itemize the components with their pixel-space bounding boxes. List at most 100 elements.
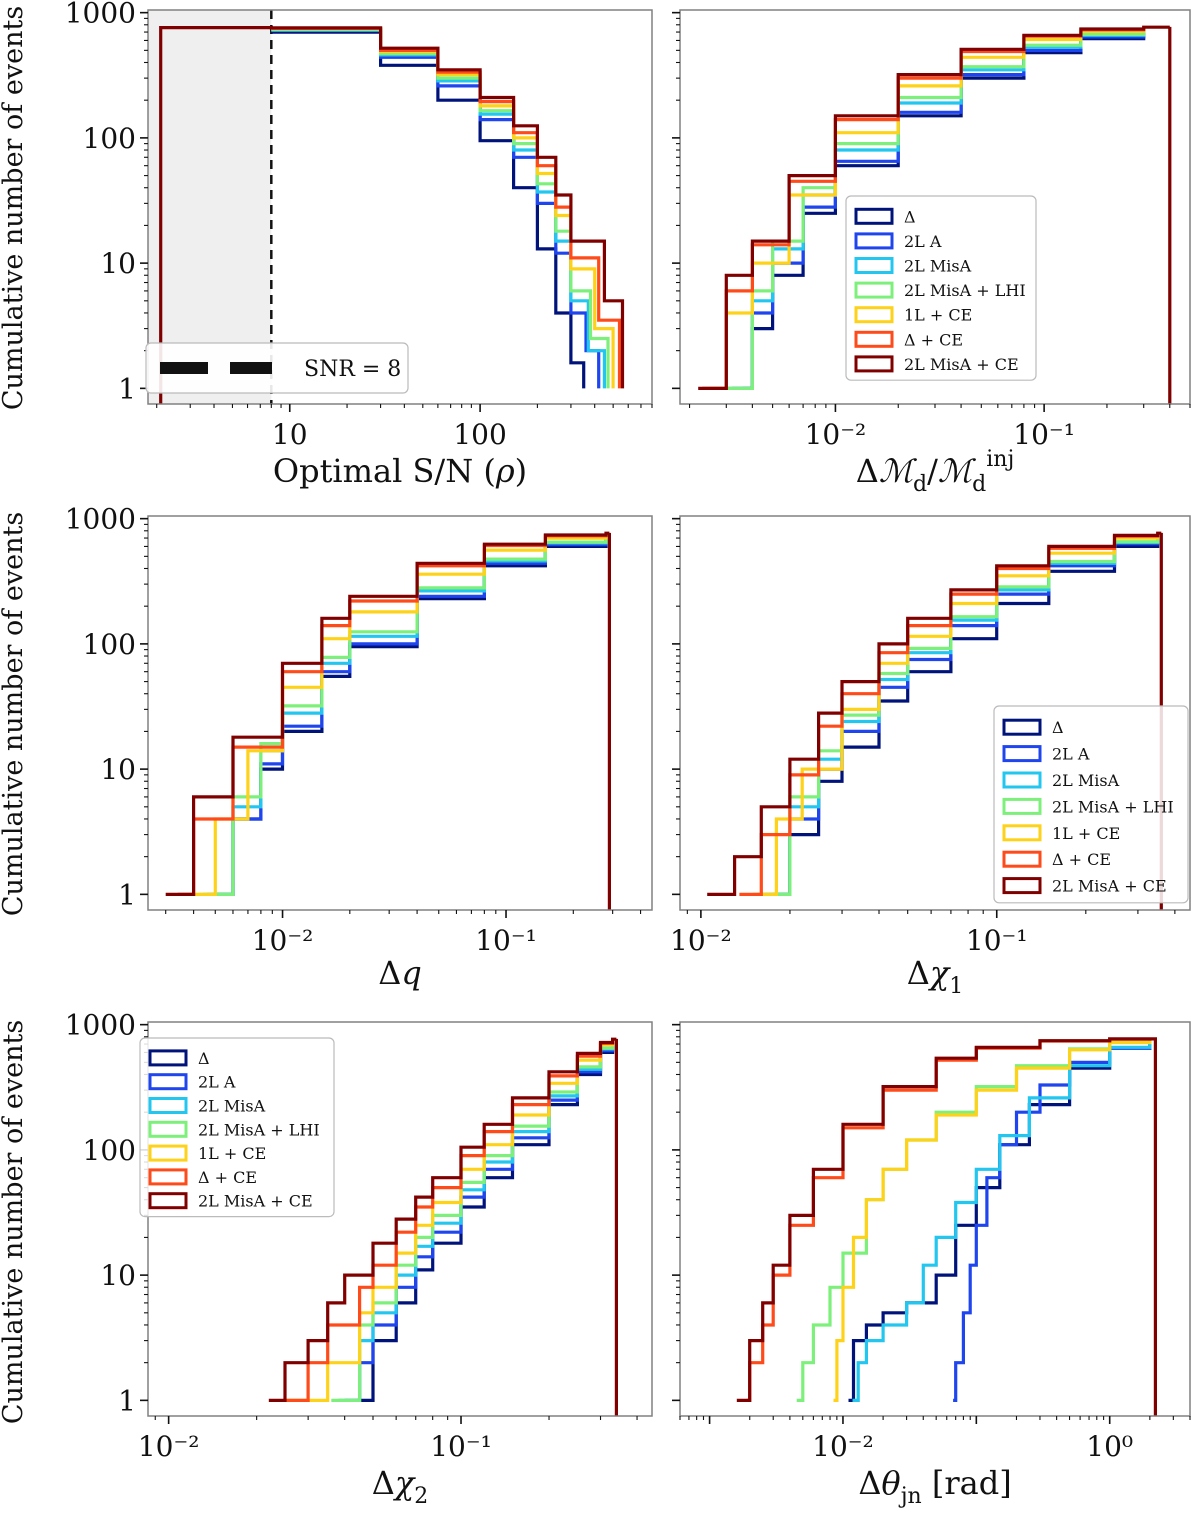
x-axis-label: Δθjn [rad] — [858, 1464, 1011, 1509]
series-group — [698, 25, 1172, 404]
series-line-2l-misa-ce — [268, 1037, 618, 1416]
y-tick-label: 10 — [100, 1259, 136, 1292]
legend-label: 2L MisA + LHI — [198, 1120, 320, 1139]
series-line-2l-a — [207, 538, 608, 896]
legend-swatch — [854, 281, 894, 299]
series-group — [159, 26, 625, 404]
x-tick-label: 10⁻² — [805, 418, 867, 451]
y-tick-label: 1 — [118, 878, 136, 911]
x-tick-label: 10⁻¹ — [966, 924, 1028, 957]
legend-box — [993, 705, 1189, 904]
legend-label: Δ + CE — [1052, 850, 1111, 869]
series-group — [268, 1037, 618, 1416]
legend-swatch — [854, 330, 894, 348]
y-tick-label: 100 — [83, 628, 136, 661]
x-axis-label: Δq — [378, 954, 422, 992]
y-axis-label-row-1: Cumulative number of events — [0, 6, 29, 410]
legend-swatch — [854, 232, 894, 250]
series-line-2l-misa-ce — [159, 26, 625, 404]
x-tick-label: 10⁰ — [1086, 1430, 1133, 1463]
x-tick-label: 10⁻¹ — [1013, 418, 1075, 451]
series-group — [736, 1037, 1157, 1416]
y-tick-label: 10 — [100, 247, 136, 280]
series-line-2l-misa — [726, 30, 1146, 390]
legend-label: 1L + CE — [1052, 824, 1120, 843]
y-tick-label: 10 — [100, 753, 136, 786]
legend-swatch — [854, 355, 894, 373]
legend-label: Δ + CE — [904, 330, 963, 349]
legend-swatch — [148, 1073, 188, 1091]
series-line-2l-a — [732, 32, 1146, 390]
series-line--ce — [177, 533, 608, 896]
legend-swatch — [854, 306, 894, 324]
x-tick-label: 10⁻² — [252, 924, 314, 957]
legend-swatch — [854, 257, 894, 274]
legend-label: Δ — [198, 1049, 210, 1068]
plot-frame — [147, 1021, 653, 1417]
x-tick-label: 10⁻² — [138, 1430, 200, 1463]
legend-label: 2L MisA + CE — [904, 355, 1019, 374]
legend-swatch — [1002, 824, 1042, 842]
series-line-- — [848, 1044, 1152, 1402]
y-axis-label-row-2: Cumulative number of events — [0, 512, 29, 916]
series-group — [707, 531, 1163, 910]
series-group — [165, 531, 611, 910]
legend-label: 1L + CE — [904, 306, 972, 325]
series-line-2l-misa-ce — [165, 531, 611, 910]
x-axis-label: Δℳd/ℳdinj — [856, 447, 1015, 497]
legend-label: 2L A — [198, 1073, 236, 1092]
snr-legend-box — [145, 342, 409, 394]
legend-label: 2L A — [904, 232, 942, 251]
series-line-2l-misa-ce — [736, 1037, 1157, 1416]
legend-label: Δ — [1052, 718, 1064, 737]
y-tick-label: 1000 — [65, 0, 136, 30]
legend-label: 1L + CE — [198, 1144, 266, 1163]
legend-label: Δ — [904, 207, 916, 226]
legend-swatch — [1002, 771, 1042, 789]
series-line-2l-misa-lhi — [723, 29, 1146, 390]
series-line-- — [211, 538, 608, 896]
y-tick-label: 100 — [83, 122, 136, 155]
x-axis-label: Δχ1 — [907, 954, 964, 999]
legend-label: Δ + CE — [198, 1168, 257, 1187]
series-line-1l-ce — [709, 28, 1146, 390]
legend-swatch — [1002, 745, 1042, 763]
series-line-2l-misa-ce — [707, 531, 1163, 910]
series-line-- — [271, 30, 586, 389]
series-line-2l-misa — [202, 536, 608, 896]
series-line-2l-a — [271, 28, 601, 389]
series-line-1l-ce — [188, 534, 608, 896]
legend-swatch — [148, 1168, 188, 1186]
series-line-2l-misa — [338, 1042, 615, 1402]
y-tick-label: 1 — [118, 372, 136, 405]
legend-swatch — [1002, 718, 1042, 736]
series-line-- — [742, 32, 1146, 390]
series-line-2l-misa-lhi — [198, 536, 608, 896]
legend: Δ 2L A 2L MisA 2L MisA + LHI 1L + CE Δ + CE 2L… — [139, 1037, 335, 1218]
legend-label: 2L MisA + LHI — [1052, 797, 1174, 816]
y-tick-label: 1000 — [65, 503, 136, 536]
legend-swatch — [1002, 797, 1042, 815]
legend-label: 2L MisA + CE — [198, 1192, 313, 1211]
legend-swatch — [148, 1192, 188, 1210]
legend-label: 2L MisA — [198, 1097, 266, 1116]
series-line-2l-a — [953, 1044, 1152, 1402]
series-line--ce — [746, 1037, 1152, 1402]
plot-frame — [147, 515, 653, 911]
x-tick-label: 100 — [453, 418, 506, 451]
legend-label: 2L MisA — [1052, 771, 1120, 790]
legend-swatch — [1002, 877, 1042, 895]
panel-q: 1 10 100 1000 10⁻² 10⁻¹ Δq — [65, 503, 653, 992]
x-tick-label: 10⁻¹ — [430, 1430, 492, 1463]
legend-box — [139, 1037, 335, 1218]
plot-frame — [679, 515, 1191, 911]
x-tick-label: 10⁻² — [812, 1430, 874, 1463]
panel-thetajn: 10⁻² 10⁰ Δθjn [rad] — [672, 1021, 1191, 1509]
legend-label: 2L MisA + CE — [1052, 877, 1167, 896]
